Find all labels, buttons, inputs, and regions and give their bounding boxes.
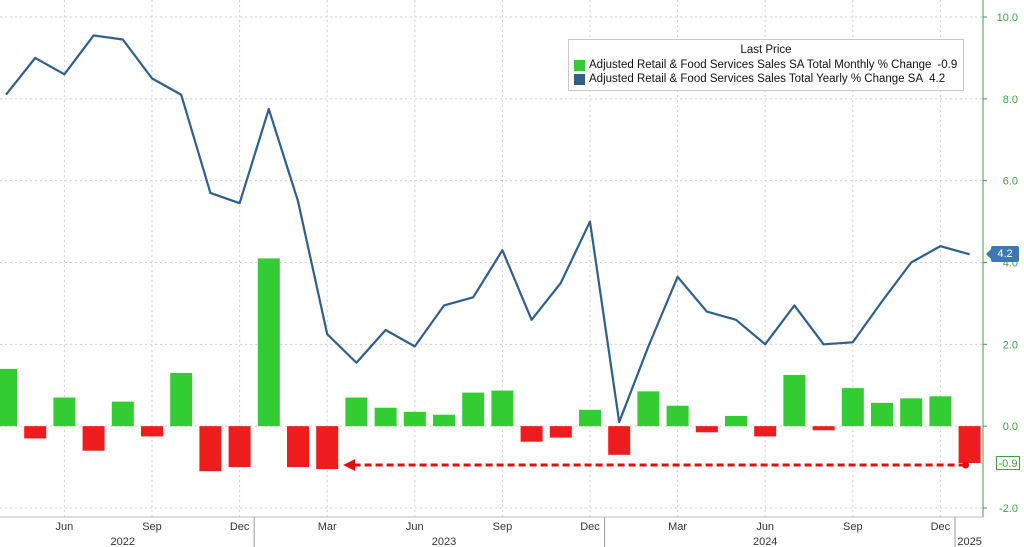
- bar-monthly-change: [958, 426, 981, 463]
- last-bar-badge: -0.9: [996, 456, 1020, 470]
- bar-monthly-change: [637, 391, 660, 427]
- x-tick-label: Dec: [931, 521, 951, 533]
- bar-monthly-change: [257, 258, 280, 427]
- y-tick-label: 6.0: [1003, 176, 1018, 188]
- legend-title: Last Price: [740, 44, 792, 56]
- x-tick-label: Jun: [756, 521, 774, 533]
- legend-swatch-monthly: [574, 59, 585, 71]
- x-tick-label: Dec: [580, 521, 600, 533]
- x-tick-label: Jun: [56, 521, 74, 533]
- legend-box: Last Price Adjusted Retail & Food Servic…: [568, 39, 964, 91]
- bar-monthly-change: [199, 426, 222, 472]
- bar-monthly-change: [53, 397, 76, 427]
- bar-monthly-change: [929, 396, 952, 427]
- bar-monthly-change: [0, 368, 17, 427]
- bar-monthly-change: [462, 392, 485, 427]
- x-year-label: 2023: [432, 536, 456, 547]
- annotation-start-dot: [962, 461, 970, 469]
- y-tick-label: 2.0: [1003, 339, 1018, 351]
- legend-entry-monthly: Adjusted Retail & Food Services Sales SA…: [569, 58, 963, 72]
- legend-label-monthly: Adjusted Retail & Food Services Sales SA…: [589, 59, 932, 71]
- bar-monthly-change: [491, 390, 514, 427]
- bar-monthly-change: [695, 426, 718, 433]
- bar-monthly-change: [579, 409, 601, 427]
- x-tick-label: Sep: [493, 521, 513, 533]
- y-tick-label: 8.0: [1003, 94, 1018, 106]
- x-tick-label: Sep: [142, 521, 162, 533]
- legend-value-yearly: 4.2: [929, 73, 946, 85]
- x-year-label: 2024: [753, 536, 777, 547]
- legend-label-yearly: Adjusted Retail & Food Services Sales To…: [589, 73, 924, 85]
- bar-monthly-change: [841, 388, 864, 427]
- bar-monthly-change: [82, 426, 105, 451]
- annotation-arrowhead: [343, 458, 356, 471]
- bar-monthly-change: [170, 372, 193, 427]
- bar-monthly-change: [287, 426, 309, 468]
- y-tick-label: 10.0: [997, 12, 1018, 24]
- last-price-badge: 4.2: [986, 246, 1019, 262]
- bar-monthly-change: [228, 426, 251, 468]
- bar-monthly-change: [871, 402, 893, 427]
- y-tick-label: 0.0: [1003, 421, 1018, 433]
- x-tick-label: Dec: [230, 521, 250, 533]
- bar-monthly-change: [433, 414, 455, 427]
- bar-monthly-change: [812, 426, 835, 431]
- legend-swatch-yearly: [574, 73, 585, 85]
- bar-monthly-change: [316, 426, 339, 470]
- x-tick-label: Mar: [668, 521, 687, 533]
- bar-monthly-change: [111, 401, 134, 427]
- bar-monthly-change: [403, 411, 426, 427]
- y-tick-label: -2.0: [999, 503, 1018, 515]
- bar-monthly-change: [900, 398, 923, 427]
- bar-monthly-change: [141, 426, 163, 437]
- x-tick-label: Jun: [406, 521, 424, 533]
- bar-monthly-change: [725, 415, 747, 427]
- x-year-label: 2022: [111, 536, 135, 547]
- bar-monthly-change: [666, 405, 689, 427]
- bar-monthly-change: [374, 407, 397, 427]
- bar-monthly-change: [608, 426, 631, 455]
- bar-monthly-change: [345, 397, 368, 427]
- x-year-label: 2025: [957, 536, 981, 547]
- bar-monthly-change: [754, 426, 777, 437]
- bar-monthly-change: [549, 426, 572, 438]
- bar-monthly-change: [783, 375, 806, 427]
- bar-monthly-change: [520, 426, 543, 442]
- legend-value-monthly: -0.9: [937, 59, 958, 71]
- line-yearly-change: [5, 34, 970, 424]
- bar-monthly-change: [24, 426, 47, 439]
- legend-entry-yearly: Adjusted Retail & Food Services Sales To…: [569, 72, 963, 86]
- x-tick-label: Mar: [318, 521, 337, 533]
- x-tick-label: Sep: [843, 521, 863, 533]
